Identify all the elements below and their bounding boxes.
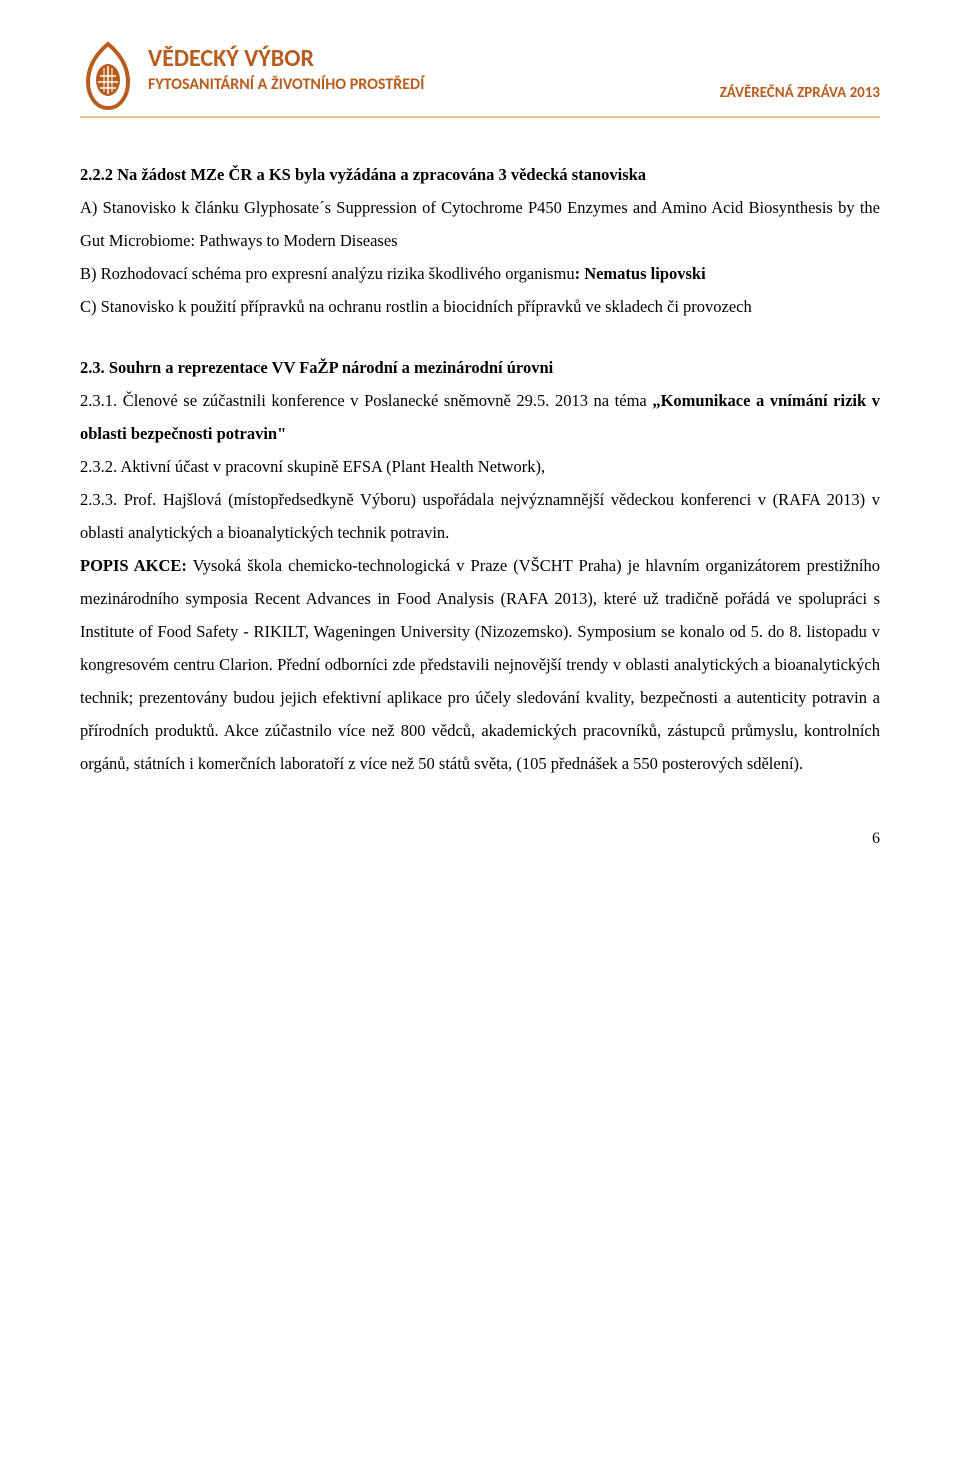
section-232: 2.3.2. Aktivní účast v pracovní skupině … [80,450,880,483]
header-divider [80,116,880,118]
popis-akce: POPIS AKCE: Vysoká škola chemicko-techno… [80,549,880,780]
header-text-block: VĚDECKÝ VÝBOR FYTOSANITÁRNÍ A ŽIVOTNÍHO … [148,40,720,94]
document-page: VĚDECKÝ VÝBOR FYTOSANITÁRNÍ A ŽIVOTNÍHO … [0,0,960,888]
popis-body: Vysoká škola chemicko-technologická v Pr… [80,556,880,773]
section-gap [80,323,880,351]
section-222-lead: 2.2.2 Na žádost MZe ČR a KS byla vyžádán… [80,165,646,184]
item-a: A) Stanovisko k článku Glyphosate´s Supp… [80,191,880,257]
item-b-bold: : Nematus lipovski [575,264,706,283]
document-header: VĚDECKÝ VÝBOR FYTOSANITÁRNÍ A ŽIVOTNÍHO … [80,40,880,112]
item-c: C) Stanovisko k použití přípravků na och… [80,290,880,323]
header-subtitle: FYTOSANITÁRNÍ A ŽIVOTNÍHO PROSTŘEDÍ [148,75,720,94]
organization-logo [80,40,136,112]
page-number: 6 [872,830,880,847]
section-231-text: 2.3.1. Členové se zúčastnili konference … [80,391,652,410]
document-body: 2.2.2 Na žádost MZe ČR a KS byla vyžádán… [80,158,880,780]
header-report-label: ZÁVĚREČNÁ ZPRÁVA 2013 [720,84,880,102]
page-footer: 6 [80,830,880,848]
section-233: 2.3.3. Prof. Hajšlová (místopředsedkyně … [80,483,880,549]
section-222: 2.2.2 Na žádost MZe ČR a KS byla vyžádán… [80,158,880,191]
section-23-title: 2.3. Souhrn a reprezentace VV FaŽP národ… [80,351,880,384]
section-231: 2.3.1. Členové se zúčastnili konference … [80,384,880,450]
item-b-text: B) Rozhodovací schéma pro expresní analý… [80,264,575,283]
popis-lead: POPIS AKCE: [80,556,187,575]
header-title: VĚDECKÝ VÝBOR [148,44,720,73]
item-b: B) Rozhodovací schéma pro expresní analý… [80,257,880,290]
